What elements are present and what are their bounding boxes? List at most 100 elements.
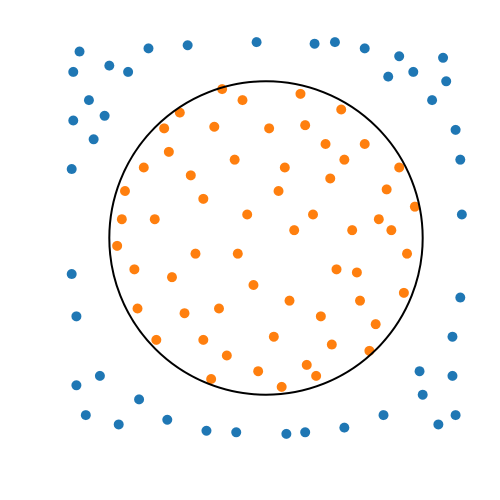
scatter-point	[447, 331, 458, 342]
scatter-point	[281, 428, 292, 439]
scatter-point	[455, 154, 466, 165]
scatter-point	[248, 280, 259, 291]
scatter-point	[213, 303, 224, 314]
scatter-point	[201, 425, 212, 436]
scatter-point	[268, 331, 279, 342]
scatter-point	[447, 370, 458, 381]
scatter-point	[138, 162, 149, 173]
scatter-point	[221, 350, 232, 361]
scatter-point	[441, 76, 452, 87]
scatter-point	[359, 138, 370, 149]
scatter-point	[311, 370, 322, 381]
scatter-point	[347, 225, 358, 236]
scatter-point	[427, 95, 438, 106]
scatter-point	[231, 427, 242, 438]
scatter-point	[68, 115, 79, 126]
scatter-point	[71, 311, 82, 322]
scatter-point	[339, 154, 350, 165]
scatter-point	[355, 295, 366, 306]
scatter-point	[166, 272, 177, 283]
scatter-point	[381, 184, 392, 195]
scatter-point	[351, 267, 362, 278]
scatter-point	[162, 414, 173, 425]
scatter-point	[74, 46, 85, 57]
scatter-point	[66, 269, 77, 280]
scatter-point	[326, 339, 337, 350]
scatter-point	[229, 154, 240, 165]
scatter-point	[315, 311, 326, 322]
scatter-point	[132, 303, 143, 314]
scatter-point	[149, 214, 160, 225]
scatter-point	[456, 209, 467, 220]
scatter-point	[112, 240, 123, 251]
scatter-point	[242, 209, 253, 220]
scatter-point	[339, 422, 350, 433]
scatter-point	[308, 209, 319, 220]
scatter-point	[94, 370, 105, 381]
scatter-point	[450, 124, 461, 135]
scatter-point	[370, 319, 381, 330]
scatter-point	[414, 366, 425, 377]
scatter-point	[264, 123, 275, 134]
scatter-point	[325, 173, 336, 184]
scatter-point	[143, 43, 154, 54]
scatter-point	[276, 381, 287, 392]
scatter-point	[402, 248, 413, 259]
scatter-point	[438, 52, 449, 63]
scatter-point	[284, 295, 295, 306]
scatter-point	[289, 225, 300, 236]
scatter-point	[163, 146, 174, 157]
scatter-point	[320, 138, 331, 149]
scatter-point	[123, 66, 134, 77]
scatter-point	[309, 38, 320, 49]
scatter-point	[190, 248, 201, 259]
scatter-point	[209, 121, 220, 132]
scatter-point	[99, 110, 110, 121]
scatter-point	[273, 185, 284, 196]
scatter-point	[408, 66, 419, 77]
scatter-point	[300, 120, 311, 131]
scatter-point	[364, 345, 375, 356]
scatter-point	[129, 264, 140, 275]
scatter-point	[80, 410, 91, 421]
scatter-point	[359, 43, 370, 54]
scatter-point	[71, 380, 82, 391]
scatter-point	[116, 214, 127, 225]
scatter-point	[134, 394, 145, 405]
scatter-point	[68, 66, 79, 77]
scatter-point	[182, 40, 193, 51]
scatter-point	[450, 410, 461, 421]
scatter-point	[159, 123, 170, 134]
scatter-point	[398, 287, 409, 298]
scatter-point	[300, 427, 311, 438]
scatter-point	[251, 37, 262, 48]
scatter-point	[394, 51, 405, 62]
scatter-point	[151, 334, 162, 345]
scatter-point	[383, 71, 394, 82]
scatter-point	[198, 193, 209, 204]
scatter-point	[206, 374, 217, 385]
unit-circle	[108, 80, 424, 396]
scatter-point	[237, 95, 248, 106]
scatter-point	[232, 248, 243, 259]
scatter-point	[104, 60, 115, 71]
scatter-point	[394, 162, 405, 173]
scatter-point	[409, 201, 420, 212]
scatter-point	[66, 164, 77, 175]
scatter-point	[83, 95, 94, 106]
scatter-point	[417, 389, 428, 400]
scatter-point	[119, 185, 130, 196]
scatter-point	[455, 292, 466, 303]
scatter-point	[88, 134, 99, 145]
scatter-point	[378, 410, 389, 421]
scatter-point	[336, 104, 347, 115]
scatter-point	[301, 359, 312, 370]
scatter-point	[174, 107, 185, 118]
scatter-point	[279, 162, 290, 173]
scatter-point	[253, 366, 264, 377]
scatter-point	[185, 170, 196, 181]
scatter-point	[179, 308, 190, 319]
scatter-point	[386, 225, 397, 236]
scatter-point	[295, 88, 306, 99]
